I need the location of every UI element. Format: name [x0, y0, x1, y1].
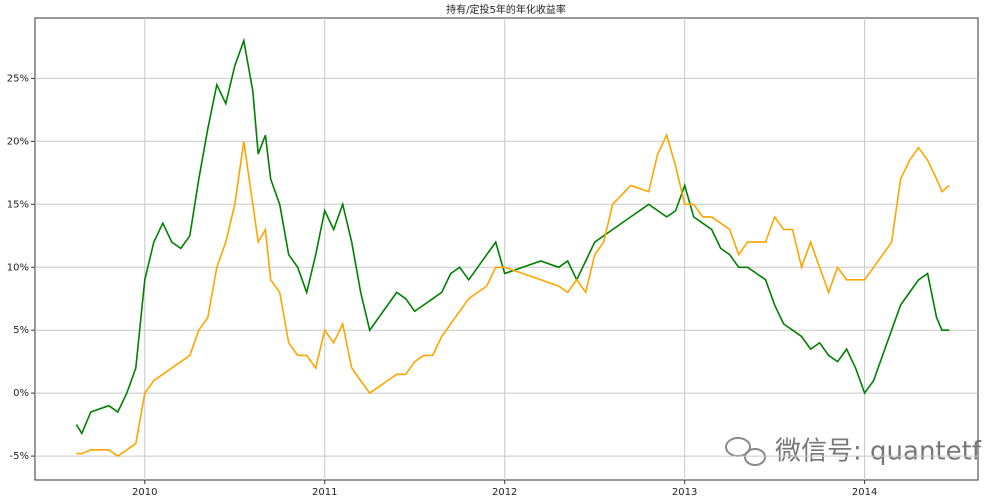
- y-tick-label: 10%: [7, 262, 29, 273]
- x-tick-label: 2011: [312, 487, 337, 498]
- series-line: [76, 132, 950, 458]
- y-tick-label: 20%: [7, 136, 29, 147]
- chart-title: 持有/定投5年的年化收益率: [446, 3, 566, 16]
- plot-frame: [34, 17, 979, 481]
- series-line: [75, 37, 950, 436]
- y-tick-label: 15%: [7, 199, 29, 210]
- y-tick-label: 25%: [7, 73, 29, 84]
- x-tick-label: 2010: [132, 487, 157, 498]
- y-tick-label: -5%: [10, 451, 29, 462]
- y-tick-label: 0%: [13, 388, 29, 399]
- x-tick-label: 2013: [672, 487, 697, 498]
- x-tick-label: 2014: [852, 487, 877, 498]
- x-tick-label: 2012: [492, 487, 517, 498]
- watermark: 微信号: quantetf: [775, 437, 982, 467]
- y-tick-label: 5%: [13, 325, 29, 336]
- watermark-icon: [725, 437, 766, 466]
